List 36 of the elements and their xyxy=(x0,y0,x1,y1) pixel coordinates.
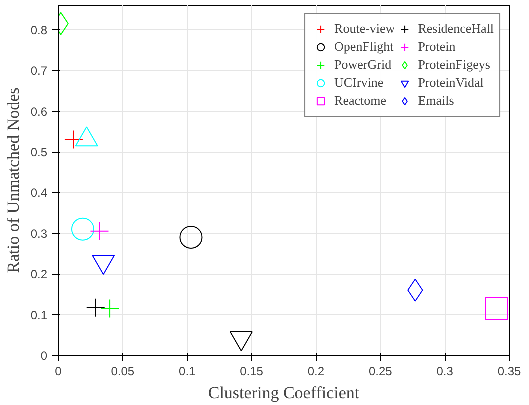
x-tick-label: 0.1 xyxy=(179,364,196,378)
y-tick-label: 0.4 xyxy=(30,186,48,200)
legend-label: OpenFlight xyxy=(334,39,394,55)
x-axis-title: Clustering Coefficient xyxy=(208,384,360,402)
legend-label: Protein xyxy=(418,39,456,55)
y-tick-label: 0.6 xyxy=(30,104,48,119)
legend-label: PowerGrid xyxy=(334,57,392,73)
x-tick-label: 0.35 xyxy=(498,364,522,378)
point xyxy=(100,299,120,318)
x-tick-label: 0.25 xyxy=(368,364,393,378)
y-axis-title: Ratio of Unmatched Nodes xyxy=(4,88,23,274)
legend-label: Route-view xyxy=(334,21,396,37)
point xyxy=(64,130,84,150)
y-tick-label: 0.2 xyxy=(30,268,48,282)
legend-label: Reactome xyxy=(334,93,387,109)
point xyxy=(71,218,94,241)
y-tick-label: 0.3 xyxy=(30,226,48,241)
legend-label: ProteinVidal xyxy=(418,75,484,91)
x-tick-label: 0 xyxy=(55,364,62,378)
point xyxy=(485,297,508,320)
y-tick-label: 0 xyxy=(40,349,48,363)
legend-label: Emails xyxy=(418,93,454,109)
y-tick-label: 0.5 xyxy=(30,146,48,160)
x-tick-label: 0.05 xyxy=(111,364,135,378)
y-tick-label: 0.8 xyxy=(30,23,48,38)
legend-label: ResidenceHall xyxy=(418,21,494,37)
legend-label: UCIrvine xyxy=(334,75,384,91)
point xyxy=(90,222,110,241)
point xyxy=(180,226,203,249)
point xyxy=(86,298,106,318)
legend-label: ProteinFigeys xyxy=(418,57,490,73)
y-tick-label: 0.1 xyxy=(30,308,48,322)
x-tick-label: 0.3 xyxy=(436,364,454,378)
x-tick-label: 0.2 xyxy=(308,364,325,378)
x-tick-label: 0.15 xyxy=(240,364,264,378)
y-tick-label: 0.7 xyxy=(30,64,48,78)
